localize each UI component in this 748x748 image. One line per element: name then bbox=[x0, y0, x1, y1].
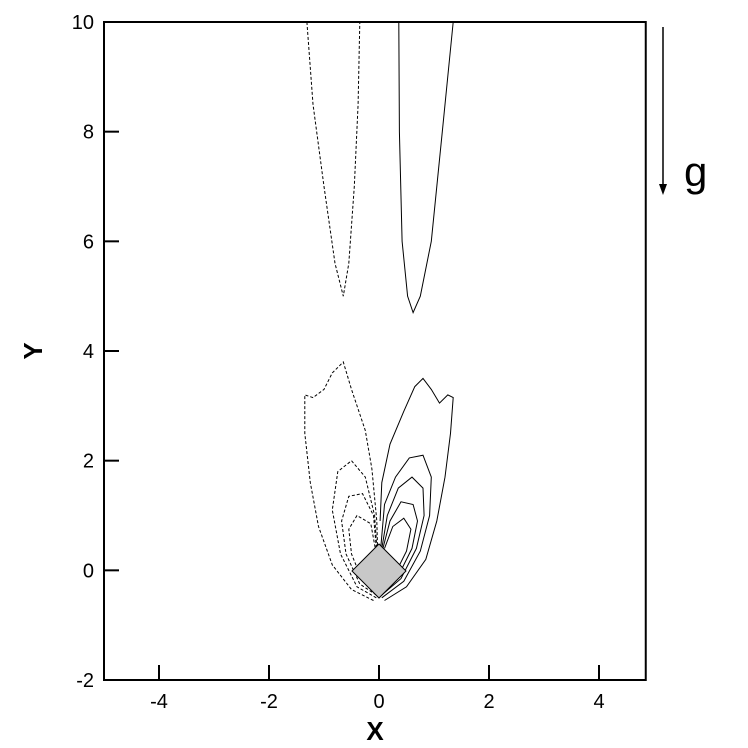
contour-line bbox=[341, 493, 378, 596]
y-tick-label: -2 bbox=[76, 670, 94, 692]
y-tick-label: 10 bbox=[72, 12, 94, 34]
contour-line bbox=[306, 21, 361, 297]
contour-line bbox=[331, 460, 378, 599]
x-tick-label: 0 bbox=[373, 691, 384, 713]
y-tick-label: 2 bbox=[83, 451, 94, 473]
plot-area: -4 -2 0 2 4 -2 0 2 4 6 8 10 bbox=[72, 12, 647, 713]
x-tick-label: 2 bbox=[483, 691, 494, 713]
contour-line bbox=[379, 377, 454, 601]
obstacle bbox=[351, 543, 407, 599]
gravity-label: g bbox=[684, 148, 707, 195]
contour-line bbox=[398, 21, 454, 314]
y-tick-label: 0 bbox=[83, 560, 94, 582]
x-tick-label: -2 bbox=[260, 691, 278, 713]
y-tick-label: 4 bbox=[83, 341, 94, 363]
y-tick-label: 8 bbox=[83, 122, 94, 144]
y-axis-label: Y bbox=[18, 342, 48, 359]
x-tick-label: 4 bbox=[593, 691, 604, 713]
gravity-arrow-head bbox=[659, 184, 667, 195]
x-tick-label: -4 bbox=[150, 691, 168, 713]
contour-line bbox=[304, 361, 379, 601]
y-tick-label: 6 bbox=[83, 231, 94, 253]
contour-line bbox=[381, 476, 425, 596]
x-axis-label: X bbox=[366, 716, 384, 746]
contour-line bbox=[380, 454, 432, 599]
